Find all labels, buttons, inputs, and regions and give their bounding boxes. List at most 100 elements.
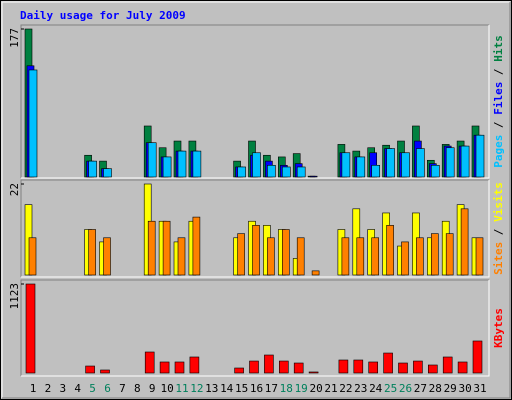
x-tick-label: 11 (175, 382, 188, 395)
x-tick-label: 10 (160, 382, 173, 395)
bar (237, 233, 245, 276)
x-tick-label: 14 (220, 382, 234, 395)
bar (445, 233, 454, 276)
bar (368, 361, 379, 374)
bar (460, 208, 469, 276)
bar (341, 152, 351, 178)
bar (401, 241, 409, 276)
y-tick-label: 1123 (8, 283, 21, 310)
bar (177, 150, 187, 178)
bar (103, 168, 112, 178)
legend-separator: / (492, 62, 505, 82)
x-tick-label: 26 (399, 382, 412, 395)
x-tick-label: 9 (149, 382, 156, 395)
bar (88, 160, 97, 178)
panel-bevel (20, 179, 489, 277)
bar (252, 225, 260, 276)
bar (311, 270, 320, 276)
bar (85, 365, 95, 374)
legend-separator: / (492, 115, 505, 135)
bar (371, 164, 381, 178)
bar (338, 359, 349, 374)
bar (309, 175, 318, 178)
bar (356, 156, 366, 178)
x-tick-label: 23 (354, 382, 367, 395)
bar (234, 367, 244, 374)
x-tick-label: 31 (473, 382, 486, 395)
legend: Sites / Visits (492, 182, 505, 275)
x-tick-label: 4 (74, 382, 81, 395)
bar (427, 364, 438, 374)
x-tick-label: 3 (59, 382, 66, 395)
bar (237, 166, 246, 178)
legend: KBytes (492, 308, 505, 348)
bar (416, 237, 424, 276)
bar (192, 216, 201, 276)
x-tick-label: 30 (458, 382, 471, 395)
bar (383, 352, 393, 374)
bar (174, 361, 185, 374)
bar (192, 150, 202, 178)
x-tick-label: 7 (119, 382, 126, 395)
legend-separator: / (492, 222, 505, 242)
x-tick-label: 16 (250, 382, 263, 395)
x-tick-label: 29 (444, 382, 457, 395)
legend-entry: Files (492, 82, 505, 115)
legend-entry: KBytes (492, 308, 505, 348)
bar (296, 166, 306, 178)
legend-entry: Pages (492, 135, 505, 168)
x-tick-label: 18 (280, 382, 293, 395)
bar (147, 220, 156, 276)
bar (189, 356, 200, 374)
bar (460, 145, 470, 178)
bar (100, 369, 110, 374)
x-tick-label: 20 (309, 382, 322, 395)
bar (281, 229, 290, 276)
bar (159, 361, 170, 374)
bar (475, 134, 485, 178)
x-tick-label: 13 (205, 382, 218, 395)
bar (430, 233, 439, 276)
x-tick-label: 12 (190, 382, 203, 395)
x-tick-label: 27 (414, 382, 427, 395)
bar (442, 356, 453, 374)
x-tick-label: 2 (45, 382, 52, 395)
panel-bevel (20, 24, 489, 178)
x-tick-label: 22 (339, 382, 352, 395)
bar (430, 164, 440, 178)
bar (28, 69, 38, 178)
bar (267, 237, 275, 276)
x-tick-label: 8 (134, 382, 141, 395)
bar (371, 237, 380, 276)
bar (472, 340, 483, 374)
bar (386, 148, 395, 178)
bar (296, 237, 305, 276)
x-tick-label: 15 (235, 382, 248, 395)
x-tick-label: 1 (30, 382, 37, 395)
bar (401, 152, 410, 178)
x-tick-label: 5 (89, 382, 96, 395)
x-tick-label: 17 (265, 382, 278, 395)
bar (413, 360, 423, 374)
bar (445, 147, 455, 178)
y-tick-label: 22 (8, 183, 21, 196)
panel-bevel (21, 25, 490, 179)
bar (457, 361, 468, 374)
bar (162, 156, 172, 178)
legend: Pages / Files / Hits (492, 35, 505, 168)
panel-bevel (21, 180, 490, 278)
bar (147, 142, 157, 178)
x-tick-label: 24 (369, 382, 383, 395)
x-tick-label: 25 (384, 382, 397, 395)
bar (177, 237, 186, 276)
bar (281, 166, 291, 178)
bar (162, 220, 171, 276)
bar (353, 359, 364, 374)
bar (264, 354, 274, 374)
chart-title: Daily usage for July 2009 (20, 9, 186, 22)
panel-bevel (20, 279, 489, 376)
bar (475, 237, 484, 276)
legend-entry: Sites (492, 242, 505, 275)
